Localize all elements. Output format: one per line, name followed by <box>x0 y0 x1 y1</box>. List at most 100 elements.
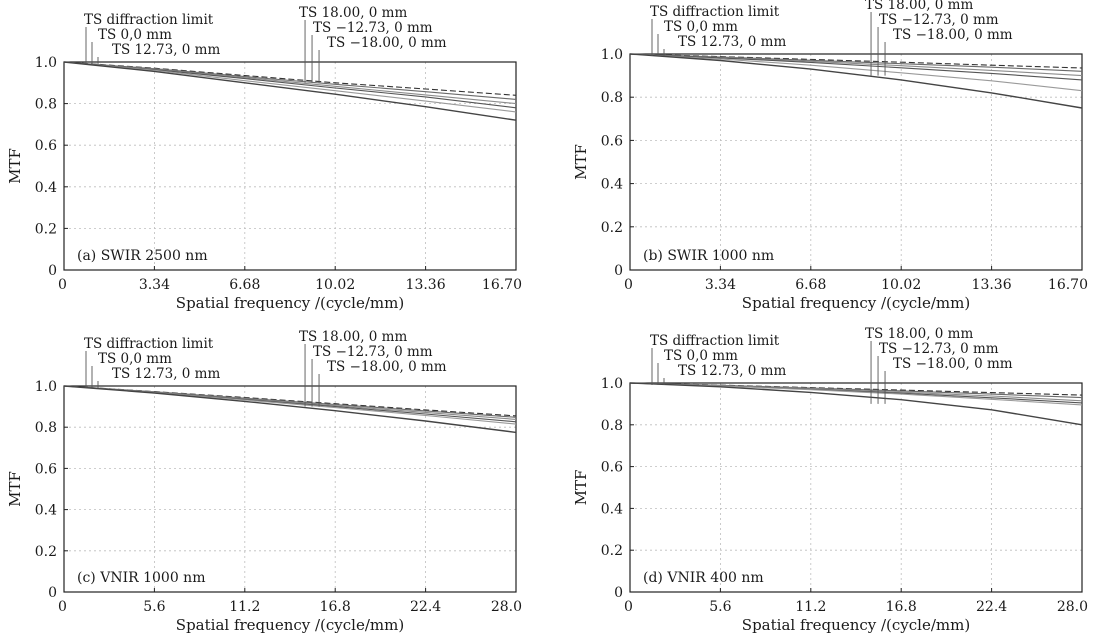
y-tick-label: 0.4 <box>35 503 57 519</box>
legend-entry: TS −18.00, 0 mm <box>893 356 1013 372</box>
y-tick-label: 0.4 <box>601 177 623 193</box>
panel-label: (d) VNIR 400 nm <box>643 570 764 586</box>
y-axis-label: MTF <box>572 144 590 180</box>
plot-frame <box>63 61 517 271</box>
x-tick-label: 28.0 <box>491 599 522 615</box>
legend-entry: TS 18.00, 0 mm <box>865 0 973 13</box>
x-tick-label: 11.2 <box>229 599 260 615</box>
x-tick-label: 16.8 <box>886 599 917 615</box>
y-tick-label: 0.2 <box>601 543 623 559</box>
y-tick-label: 0.8 <box>601 90 623 106</box>
x-tick-label: 5.6 <box>709 599 731 615</box>
mtf-series-line-3 <box>629 53 1083 81</box>
mtf-series-line-4 <box>629 53 1083 92</box>
x-tick-label: 6.68 <box>229 277 260 293</box>
y-tick-label: 0.2 <box>601 220 623 236</box>
mtf-chart-b: 0 3.34 6.68 10.02 13.36 16.70 0 0.2 0.4 0.6 0.8 1.0… <box>572 0 1088 312</box>
x-axis-label: Spatial frequency /(cycle/mm) <box>176 294 404 312</box>
y-tick-label: 1.0 <box>601 376 623 392</box>
mtf-chart-a: 0 3.34 6.68 10.02 13.36 16.70 0 0.2 0.4 0.6 0.8 1.0… <box>6 5 522 312</box>
y-tick-label: 0.4 <box>601 501 623 517</box>
legend-entry: TS diffraction limit <box>84 12 214 28</box>
y-axis-label: MTF <box>6 148 24 184</box>
y-tick-label: 0.2 <box>35 544 57 560</box>
x-tick-label: 16.8 <box>320 599 351 615</box>
legend-entry: TS 12.73, 0 mm <box>112 42 220 58</box>
legend-entry: TS diffraction limit <box>84 336 214 352</box>
y-tick-label: 0 <box>614 263 623 279</box>
x-tick-label: 22.4 <box>976 599 1007 615</box>
x-tick-label: 10.02 <box>881 277 921 293</box>
x-tick-label: 3.34 <box>139 277 170 293</box>
x-axis-label: Spatial frequency /(cycle/mm) <box>176 616 404 634</box>
x-tick-label: 22.4 <box>410 599 441 615</box>
x-tick-label: 3.34 <box>705 277 736 293</box>
legend-entry: TS −18.00, 0 mm <box>327 35 447 51</box>
x-tick-label: 0 <box>624 599 633 615</box>
legend-entry: TS 12.73, 0 mm <box>678 34 786 50</box>
legend-entry: TS 0,0 mm <box>664 19 738 35</box>
mtf-chart-c: 0 5.6 11.2 16.8 22.4 28.0 0 0.2 0.4 0.6 0.8 1.0 Spat… <box>6 329 522 634</box>
legend-entry: TS −12.73, 0 mm <box>879 12 999 28</box>
legend-entry: TS 18.00, 0 mm <box>865 326 973 342</box>
panel-label: (c) VNIR 1000 nm <box>77 570 205 586</box>
y-tick-label: 1.0 <box>601 47 623 63</box>
panel-label: (a) SWIR 2500 nm <box>77 248 208 264</box>
mtf-series-line-4 <box>629 382 1083 406</box>
x-axis-label: Spatial frequency /(cycle/mm) <box>742 616 970 634</box>
x-tick-label: 13.36 <box>406 277 446 293</box>
legend-entry: TS −12.73, 0 mm <box>313 20 433 36</box>
legend-entry: TS −18.00, 0 mm <box>893 27 1013 43</box>
x-tick-label: 0 <box>58 277 67 293</box>
legend-entry: TS 0,0 mm <box>98 27 172 43</box>
plot-frame <box>63 385 517 593</box>
x-tick-label: 28.0 <box>1057 599 1088 615</box>
y-tick-label: 0 <box>48 585 57 601</box>
legend-entry: TS diffraction limit <box>650 333 780 349</box>
x-axis-label: Spatial frequency /(cycle/mm) <box>742 294 970 312</box>
mtf-series-line-5 <box>629 382 1083 426</box>
mtf-series-line-5 <box>63 385 517 434</box>
y-tick-label: 0.8 <box>35 97 57 113</box>
x-tick-label: 16.70 <box>482 277 522 293</box>
y-axis-label: MTF <box>6 471 24 507</box>
y-tick-label: 1.0 <box>35 379 57 395</box>
mtf-series-line-5 <box>629 53 1083 109</box>
legend-entry: TS 12.73, 0 mm <box>678 363 786 379</box>
y-tick-label: 0.6 <box>601 133 623 149</box>
y-tick-label: 0.6 <box>35 138 57 154</box>
mtf-series-line-4 <box>63 61 517 113</box>
y-tick-label: 0.6 <box>601 460 623 476</box>
y-axis-label: MTF <box>572 470 590 506</box>
y-tick-label: 1.0 <box>35 55 57 71</box>
y-tick-label: 0.4 <box>35 180 57 196</box>
legend-entry: TS 0,0 mm <box>98 351 172 367</box>
legend-entry: TS diffraction limit <box>650 4 780 20</box>
x-tick-label: 0 <box>58 599 67 615</box>
y-tick-label: 0.2 <box>35 221 57 237</box>
x-tick-label: 6.68 <box>795 277 826 293</box>
legend-entry: TS 18.00, 0 mm <box>299 329 407 345</box>
y-tick-label: 0 <box>48 263 57 279</box>
legend-entry: TS 18.00, 0 mm <box>299 5 407 21</box>
x-tick-label: 10.02 <box>315 277 355 293</box>
mtf-chart-d: 0 5.6 11.2 16.8 22.4 28.0 0 0.2 0.4 0.6 0.8 1.0 Spat… <box>572 326 1088 634</box>
x-tick-label: 13.36 <box>972 277 1012 293</box>
panel-label: (b) SWIR 1000 nm <box>643 248 774 264</box>
y-tick-label: 0.8 <box>601 418 623 434</box>
x-tick-label: 16.70 <box>1048 277 1088 293</box>
x-tick-label: 11.2 <box>795 599 826 615</box>
y-tick-label: 0 <box>614 585 623 601</box>
legend-entry: TS −12.73, 0 mm <box>313 344 433 360</box>
x-tick-label: 0 <box>624 277 633 293</box>
plot-frame <box>629 382 1083 593</box>
legend-entry: TS −18.00, 0 mm <box>327 359 447 375</box>
plot-frame <box>629 53 1083 271</box>
y-tick-label: 0.6 <box>35 461 57 477</box>
mtf-series-line-5 <box>63 61 517 121</box>
y-tick-label: 0.8 <box>35 420 57 436</box>
legend-entry: TS −12.73, 0 mm <box>879 341 999 357</box>
x-tick-label: 5.6 <box>143 599 165 615</box>
legend-entry: TS 0,0 mm <box>664 348 738 364</box>
